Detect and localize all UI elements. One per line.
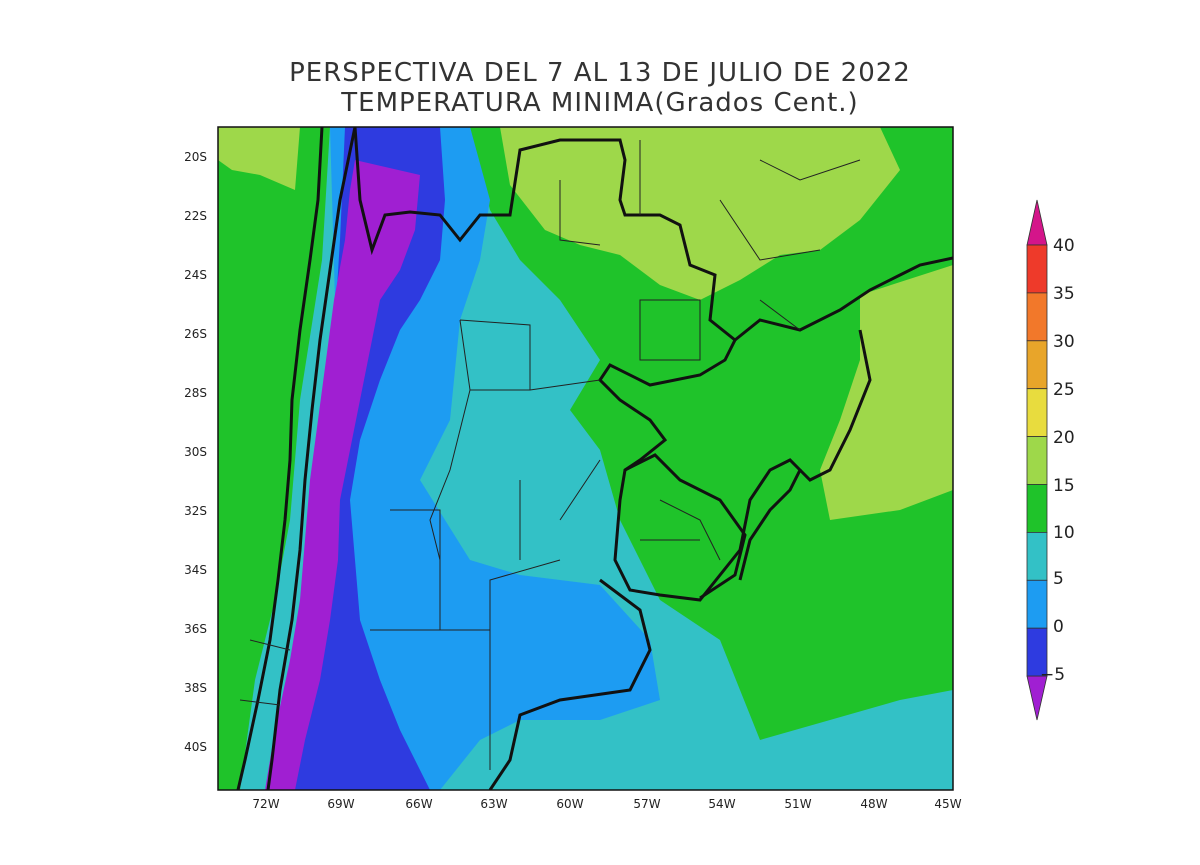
region-andes-below-neg5 (265, 160, 420, 790)
colorbar-label: 35 (1053, 284, 1075, 304)
colorbar-label: 25 (1053, 380, 1075, 400)
lat-label: 40S (184, 740, 207, 754)
colorbar-label: 10 (1053, 523, 1075, 543)
lat-label: 26S (184, 327, 207, 341)
region-brazil-10-15 (470, 127, 953, 740)
lat-label: 30S (184, 445, 207, 459)
colorbar-band (1026, 244, 1048, 294)
province-lines (239, 140, 861, 770)
lon-label: 66W (405, 797, 432, 811)
colorbar-label: 0 (1053, 617, 1064, 637)
uruguay-border (624, 453, 747, 600)
colorbar-label: 30 (1053, 332, 1075, 352)
lon-label: 63W (480, 797, 507, 811)
lat-label: 22S (184, 209, 207, 223)
colorbar-label: 20 (1053, 428, 1075, 448)
chile-coast (236, 127, 324, 790)
country-borders (236, 127, 953, 790)
colorbar-label: −5 (1040, 665, 1065, 685)
lat-label: 20S (184, 150, 207, 164)
colorbar: 40 35 30 25 20 15 10 5 0 −5 (1026, 199, 1075, 721)
colorbar-band (1026, 675, 1048, 721)
lon-label: 51W (784, 797, 811, 811)
colorbar-label: 5 (1053, 569, 1064, 589)
colorbar-band (1026, 388, 1048, 438)
lon-label: 45W (934, 797, 961, 811)
colorbar-band (1026, 532, 1048, 581)
lat-label: 36S (184, 622, 207, 636)
lon-label: 54W (708, 797, 735, 811)
lon-label: 60W (556, 797, 583, 811)
map-subtitle: TEMPERATURA MINIMA(Grados Cent.) (341, 88, 859, 118)
andes-border (266, 127, 357, 790)
map-title: PERSPECTIVA DEL 7 AL 13 DE JULIO DE 2022 (289, 58, 911, 88)
lat-label: 24S (184, 268, 207, 282)
colorbar-band (1026, 292, 1048, 342)
brazil-coast (734, 256, 953, 342)
colorbar-band (1026, 199, 1048, 246)
map-fill (218, 127, 953, 790)
region-atlantic-15-20 (820, 265, 953, 520)
colorbar-label: 15 (1053, 476, 1075, 496)
lon-label: 72W (252, 797, 279, 811)
lon-label: 69W (327, 797, 354, 811)
region-pacific-10-15 (218, 127, 330, 790)
brazil-south-coast (798, 329, 872, 482)
lon-label: 57W (633, 797, 660, 811)
colorbar-bands (1026, 199, 1048, 721)
lat-axis: 20S 22S 24S 26S 28S 30S 32S 34S 36S 38S … (184, 150, 207, 754)
colorbar-band (1026, 579, 1048, 629)
lat-label: 32S (184, 504, 207, 518)
lat-label: 34S (184, 563, 207, 577)
argentina-border (353, 127, 802, 602)
argentina-coast (488, 578, 652, 790)
map-frame (217, 126, 954, 791)
lat-label: 28S (184, 386, 207, 400)
colorbar-band (1026, 484, 1048, 533)
region-pacific-15-20 (218, 127, 300, 190)
colorbar-band (1026, 340, 1048, 390)
colorbar-band (1026, 436, 1048, 485)
colorbar-label: 40 (1053, 236, 1075, 256)
lon-axis: 72W 69W 66W 63W 60W 57W 54W 51W 48W 45W (252, 797, 961, 811)
colorbar-labels: 40 35 30 25 20 15 10 5 0 −5 (1040, 236, 1075, 685)
lon-label: 48W (860, 797, 887, 811)
region-north-15-20 (500, 127, 900, 300)
lat-label: 38S (184, 681, 207, 695)
